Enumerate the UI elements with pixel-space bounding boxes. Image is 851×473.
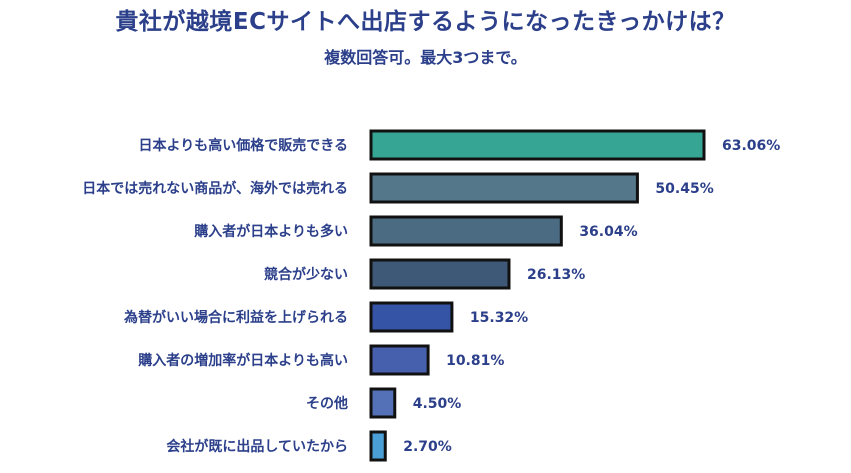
value-label-1: 63.06% — [722, 138, 780, 154]
bar-1 — [369, 129, 706, 161]
value-label-2: 50.45% — [655, 181, 713, 197]
bar-3 — [369, 215, 563, 247]
chart-title: 貴社が越境ECサイトへ出店するようになったきっかけは？ — [115, 9, 736, 35]
bar-8 — [369, 430, 387, 462]
chart-subtitle: 複数回答可。最大3つまで。 — [324, 48, 527, 67]
category-label-7: その他 — [306, 395, 348, 412]
category-label-4: 競合が少ない — [264, 266, 348, 283]
category-label-2: 日本では売れない商品が、海外では売れる — [82, 180, 348, 197]
bar-7 — [369, 387, 397, 419]
bar-5 — [369, 301, 454, 333]
value-label-5: 15.32% — [470, 310, 528, 326]
category-label-3: 購入者が日本よりも多い — [193, 223, 348, 240]
bar-6 — [369, 344, 430, 376]
bar-2 — [369, 172, 639, 204]
bar-4 — [369, 258, 511, 290]
value-label-8: 2.70% — [403, 439, 452, 455]
category-label-6: 購入者の増加率が日本よりも高い — [137, 352, 348, 369]
category-label-1: 日本よりも高い価格で販売できる — [139, 137, 348, 154]
value-label-4: 26.13% — [527, 267, 585, 283]
value-label-3: 36.04% — [579, 224, 637, 240]
category-label-5: 為替がいい場合に利益を上げられる — [123, 309, 348, 326]
category-label-8: 会社が既に出品していたから — [166, 438, 348, 455]
value-label-6: 10.81% — [446, 353, 504, 369]
value-label-7: 4.50% — [413, 396, 462, 412]
